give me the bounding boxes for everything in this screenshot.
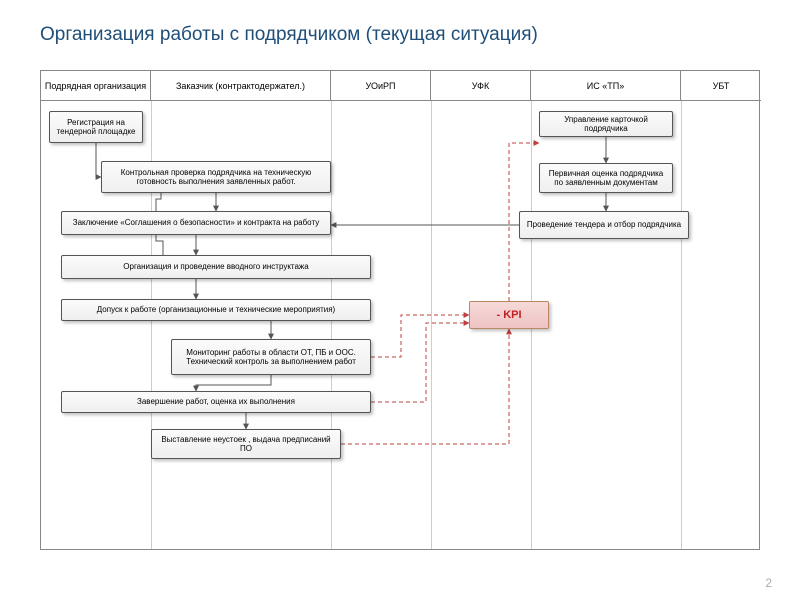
swimlane-header-customer: Заказчик (контрактодержател.) [151, 71, 331, 101]
node-prim-assess: Первичная оценка подрядчика по заявленны… [539, 163, 673, 193]
swimlane-header-ubt: УБТ [681, 71, 761, 101]
lane-divider [431, 101, 432, 549]
node-tender: Проведение тендера и отбор подрядчика [519, 211, 689, 239]
node-tech-check: Контрольная проверка подрядчика на техни… [101, 161, 331, 193]
swimlane-header-ufk: УФК [431, 71, 531, 101]
swimlane-header-uoirp: УОиРП [331, 71, 431, 101]
page-number: 2 [765, 576, 772, 590]
node-monitoring: Мониторинг работы в области ОТ, ПБ и ООС… [171, 339, 371, 375]
node-induction: Организация и проведение вводного инстру… [61, 255, 371, 279]
node-card-mgmt: Управление карточкой подрядчика [539, 111, 673, 137]
swimlane-header-contractor: Подрядная организация [41, 71, 151, 101]
lane-divider [331, 101, 332, 549]
swimlane-header-istp: ИС «ТП» [531, 71, 681, 101]
lane-divider [681, 101, 682, 549]
kpi-node: - KPI [469, 301, 549, 329]
swimlane-container: Подрядная организация Заказчик (контракт… [40, 70, 760, 550]
node-agreement: Заключение «Соглашения о безопасности» и… [61, 211, 331, 235]
node-registration: Регистрация на тендерной площадке [49, 111, 143, 143]
node-permit: Допуск к работе (организационные и техни… [61, 299, 371, 321]
page-title: Организация работы с подрядчиком (текуща… [40, 24, 760, 46]
node-completion: Завершение работ, оценка их выполнения [61, 391, 371, 413]
node-penalty: Выставление неустоек , выдача предписани… [151, 429, 341, 459]
